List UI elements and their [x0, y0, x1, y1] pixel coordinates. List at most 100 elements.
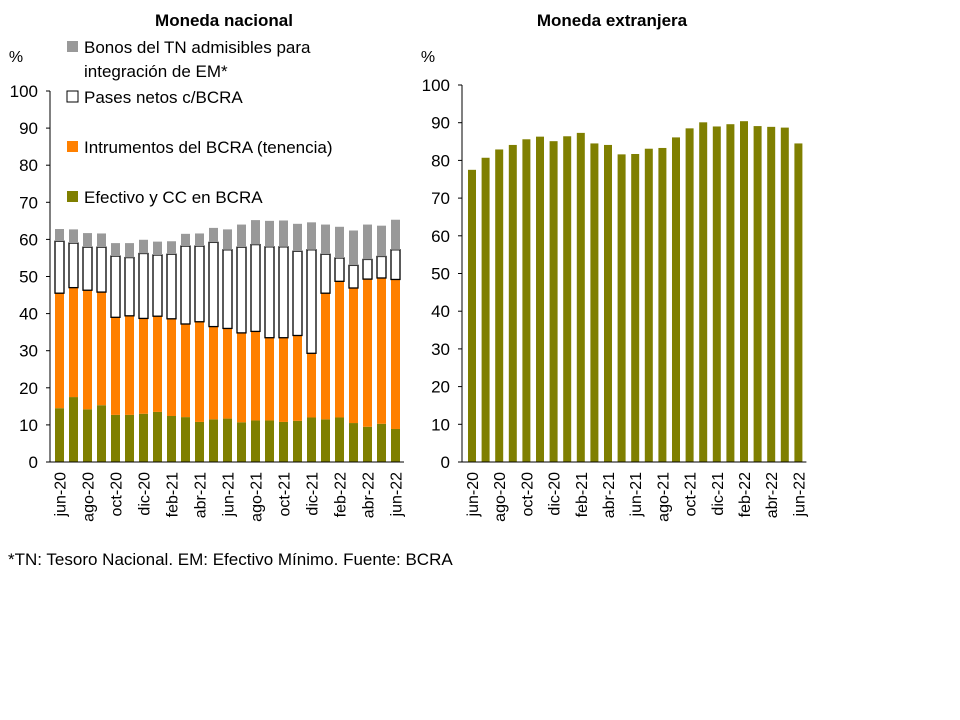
- bar-ene-22: [321, 224, 330, 255]
- bar-may-22: [377, 277, 386, 424]
- bar-oct-20: [110, 255, 121, 318]
- bar-feb-21: [167, 318, 176, 416]
- bar-sep-20: [97, 292, 106, 406]
- y-tick-label: 0: [441, 453, 450, 472]
- bar-dic-20: [139, 318, 148, 414]
- y-tick-label: 20: [431, 378, 450, 397]
- bar-jun-21: [222, 249, 233, 330]
- bar-may-21: [208, 241, 219, 328]
- bar-sep-20: [96, 246, 107, 293]
- x-tick-label: oct-20: [519, 472, 536, 517]
- bar-jul-21: [237, 224, 246, 248]
- bar-feb-22: [335, 281, 344, 418]
- y-tick-label: 100: [10, 82, 38, 101]
- y-tick-label: 90: [431, 114, 450, 133]
- footnote: *TN: Tesoro Nacional. EM: Efectivo Mínim…: [8, 550, 453, 569]
- bar-nov-21: [292, 250, 303, 337]
- y-tick-label: 60: [19, 230, 38, 249]
- x-tick-label: jun-22: [791, 472, 808, 518]
- bar-dic-20: [138, 252, 149, 320]
- x-tick-label: abr-21: [601, 472, 618, 518]
- bar-jun-22: [391, 279, 400, 429]
- bar-may-21: [209, 227, 218, 243]
- bar-ago-20: [83, 290, 92, 410]
- x-tick-label: abr-22: [764, 472, 781, 518]
- bar-jun-20: [54, 240, 65, 294]
- bar-ago-20: [83, 233, 92, 248]
- bar-nov-20: [125, 414, 134, 462]
- bar-abr-22: [362, 258, 373, 280]
- legend-swatch: [67, 141, 78, 152]
- bar-jun-22: [390, 249, 401, 281]
- x-tick-label: ago-21: [655, 472, 672, 522]
- bar-abr-21: [604, 144, 612, 462]
- legend-label: Bonos del TN admisibles para: [84, 38, 311, 57]
- legend-label: integración de EM*: [84, 62, 228, 81]
- bar-ene-21: [153, 316, 162, 412]
- bar-jun-20: [55, 229, 64, 242]
- bar-jun-21: [223, 328, 232, 419]
- bar-feb-22: [740, 121, 748, 462]
- chart-title: Moneda extranjera: [537, 11, 688, 30]
- bar-may-22: [377, 423, 386, 462]
- bar-sep-21: [264, 246, 275, 339]
- x-tick-label: oct-21: [683, 472, 700, 517]
- bar-jul-21: [236, 246, 247, 334]
- bar-abr-22: [363, 224, 372, 260]
- bar-nov-20: [124, 256, 135, 317]
- x-tick-label: abr-22: [361, 472, 378, 518]
- bar-mar-22: [349, 230, 358, 266]
- bar-ago-20: [83, 409, 92, 462]
- bar-feb-22: [334, 257, 345, 282]
- y-axis-label: %: [9, 49, 23, 66]
- bar-jul-20: [68, 242, 79, 289]
- y-tick-label: 90: [19, 119, 38, 138]
- bar-dic-21: [712, 126, 721, 462]
- x-tick-label: ago-20: [492, 472, 509, 522]
- bar-feb-22: [335, 417, 344, 462]
- bar-dic-21: [307, 353, 316, 418]
- x-tick-label: jun-20: [53, 472, 70, 518]
- bar-mar-21: [181, 417, 190, 462]
- y-tick-label: 20: [19, 379, 38, 398]
- x-tick-label: oct-21: [277, 472, 294, 517]
- bar-ene-22: [726, 124, 735, 462]
- bar-oct-21: [278, 246, 289, 339]
- bar-jul-20: [69, 397, 78, 462]
- bar-feb-21: [167, 415, 176, 462]
- bar-ago-20: [495, 149, 504, 463]
- bar-mar-22: [349, 288, 358, 424]
- bar-nov-21: [293, 335, 302, 421]
- bar-mar-22: [348, 264, 359, 289]
- bar-oct-20: [111, 243, 120, 257]
- bar-jun-20: [468, 169, 476, 462]
- bar-may-22: [376, 255, 387, 279]
- bar-abr-21: [195, 321, 204, 422]
- bar-sep-21: [265, 420, 274, 462]
- bar-nov-21: [293, 420, 302, 462]
- bar-nov-20: [125, 243, 134, 258]
- x-tick-label: feb-22: [737, 472, 754, 517]
- bar-jul-20: [69, 229, 78, 244]
- bar-oct-21: [685, 128, 694, 463]
- y-tick-label: 70: [431, 189, 450, 208]
- bar-ago-21: [251, 331, 260, 421]
- bar-oct-21: [279, 337, 288, 422]
- bar-dic-20: [139, 239, 148, 254]
- x-tick-label: dic-20: [137, 472, 154, 516]
- bar-ago-21: [658, 147, 667, 463]
- legend-swatch: [67, 41, 78, 52]
- bar-dic-20: [549, 141, 558, 462]
- x-tick-label: dic-21: [305, 472, 322, 516]
- bar-sep-21: [265, 337, 274, 421]
- x-tick-label: feb-21: [574, 472, 591, 517]
- bar-ago-20: [82, 246, 93, 291]
- bar-sep-21: [265, 220, 274, 247]
- legend-label: Intrumentos del BCRA (tenencia): [84, 138, 333, 157]
- bar-abr-21: [195, 233, 204, 247]
- bar-jun-22: [391, 428, 400, 462]
- x-tick-label: ago-21: [249, 472, 266, 522]
- bar-jun-21: [223, 418, 232, 462]
- bar-ene-22: [320, 253, 331, 294]
- bar-jun-22: [391, 219, 400, 250]
